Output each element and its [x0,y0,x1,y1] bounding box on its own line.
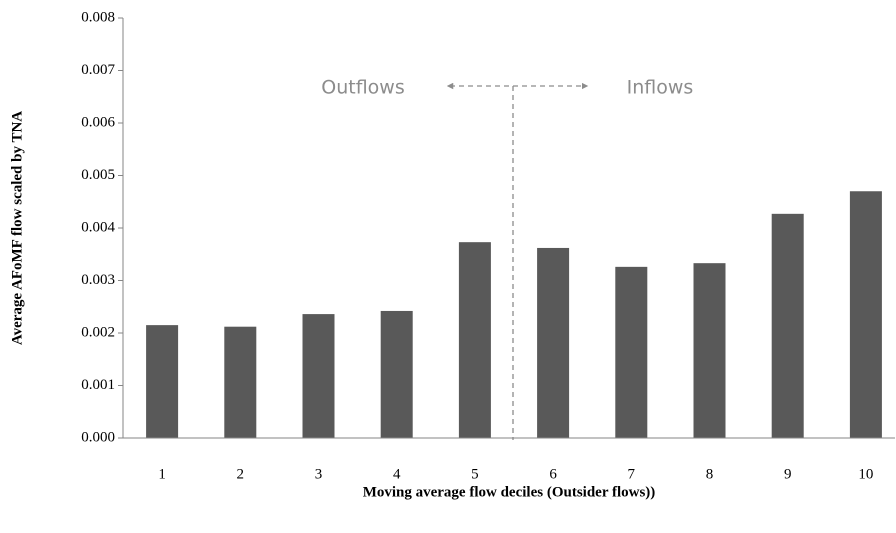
bar [146,325,179,438]
x-tick-label: 9 [784,466,792,482]
x-axis-title: Moving average flow deciles (Outsider fl… [363,484,656,500]
bar [849,191,882,438]
x-tick-label: 7 [628,466,636,482]
bar [693,263,726,438]
bar [380,310,413,438]
bar [224,326,257,438]
x-tick-label: 4 [393,466,401,482]
y-tick-label: 0.004 [81,219,115,235]
y-tick-label: 0.001 [81,377,115,393]
x-tick-label: 8 [706,466,714,482]
annotation: Outflows [321,77,404,99]
y-tick-label: 0.000 [81,429,115,445]
x-tick-label: 10 [858,466,873,482]
bar [537,247,570,438]
x-tick-label: 5 [471,466,479,482]
bar [458,242,491,438]
x-tick-label: 2 [237,466,245,482]
annotation: Inflows [627,77,694,99]
x-tick-label: 1 [158,466,166,482]
bar [615,266,648,438]
y-tick-label: 0.005 [81,167,115,183]
y-tick-label: 0.003 [81,272,115,288]
x-tick-label: 6 [549,466,557,482]
bar [302,314,335,438]
x-tick-label: 3 [315,466,323,482]
y-tick-label: 0.006 [81,114,115,130]
y-tick-label: 0.007 [81,62,115,78]
bar [771,213,804,438]
y-tick-label: 0.002 [81,324,115,340]
y-tick-label: 0.008 [81,9,115,25]
y-axis-title: Average AFoMF flow scaled by TNA [9,111,25,345]
